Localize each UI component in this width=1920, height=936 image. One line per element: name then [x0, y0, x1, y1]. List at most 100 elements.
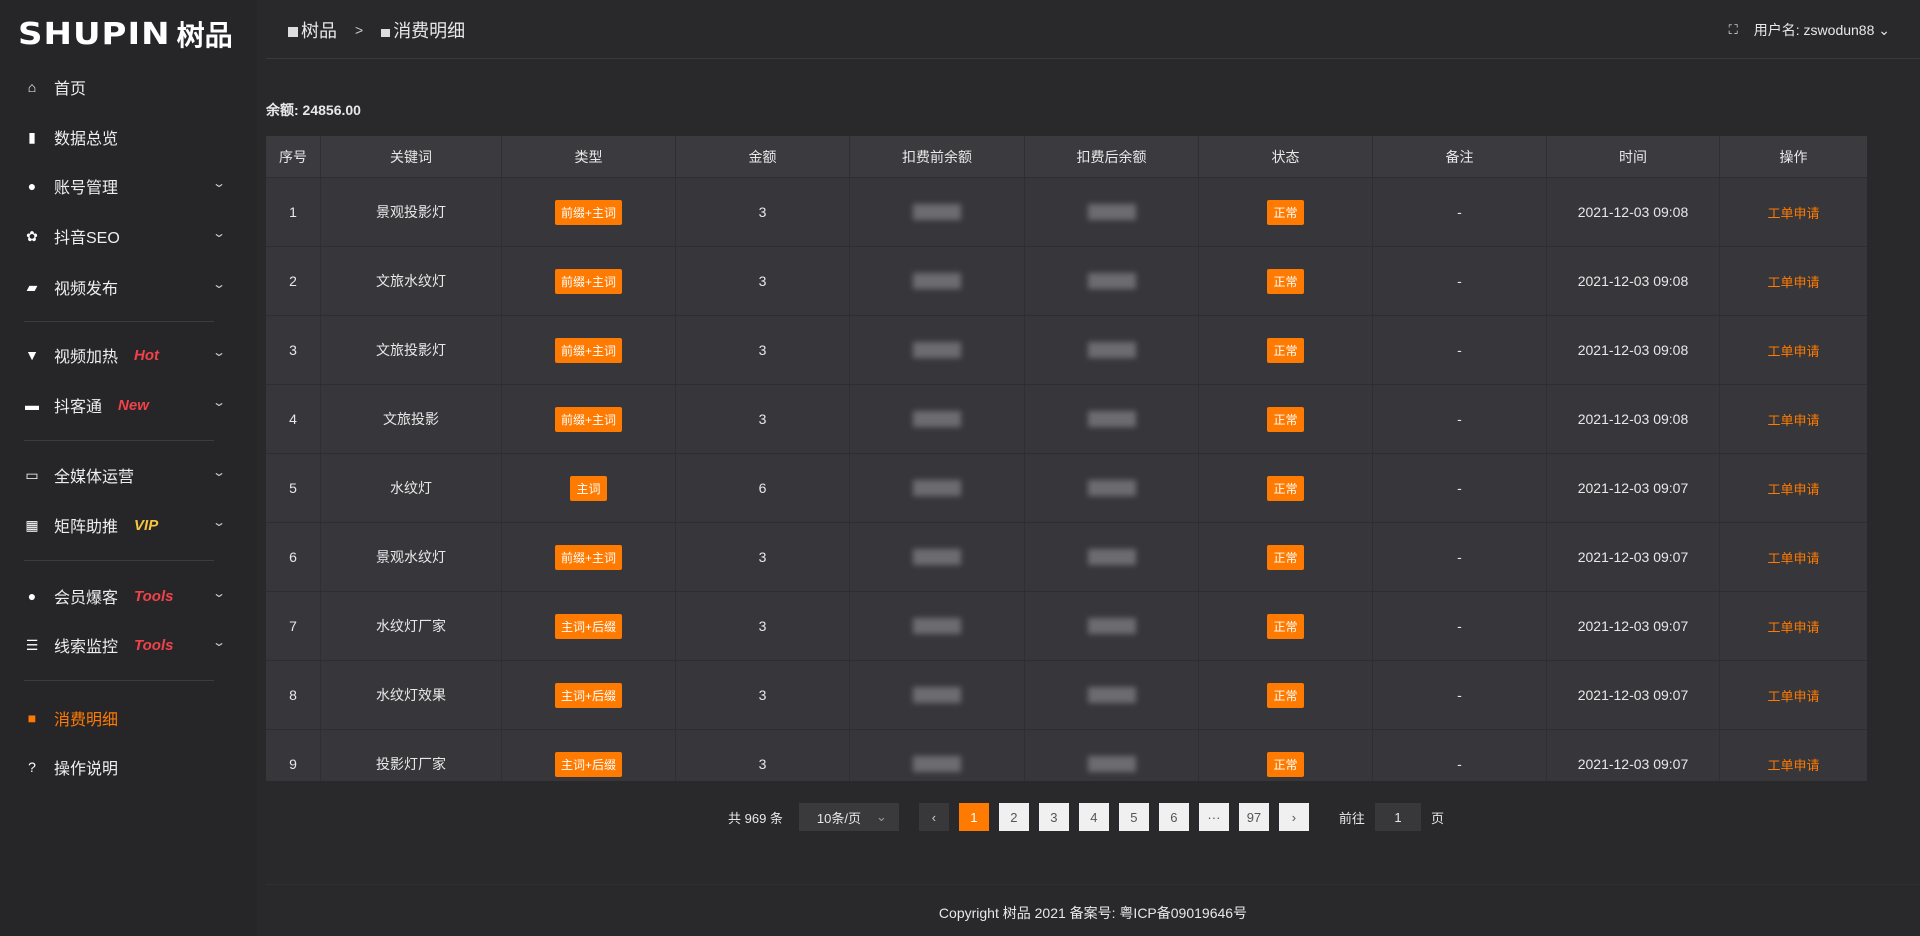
- sidebar-item[interactable]: ■ 消费明细: [24, 700, 224, 736]
- sidebar-item[interactable]: ☰ 线索监控 Tools ⌄: [24, 627, 227, 663]
- time: 2021-12-03 09:07: [1547, 730, 1720, 781]
- chevron-down-icon[interactable]: ⌄: [211, 277, 227, 291]
- action-cell: 工单申请: [1720, 454, 1867, 522]
- fullscreen-icon[interactable]: ⛶: [1728, 22, 1738, 37]
- chevron-down-icon[interactable]: ⌄: [211, 176, 227, 190]
- sidebar: SHUPIN 树品 ⌂ 首页 ▮ 数据总览 ● 账号管理 ⌄ ✿ 抖音SEO ⌄ ▰ 视频发布 ⌄ ▼ 视频…: [0, 0, 257, 936]
- keyword: 文旅投影灯: [321, 316, 502, 384]
- note: -: [1373, 523, 1547, 591]
- sliders-icon: ☰: [25, 636, 39, 653]
- chevron-down-icon[interactable]: ⌄: [211, 465, 227, 479]
- chat-icon: ▬: [25, 397, 39, 413]
- amount: 3: [676, 592, 850, 660]
- chevron-down-icon[interactable]: ⌄: [211, 395, 227, 409]
- row-number: 1: [266, 178, 321, 246]
- logo[interactable]: SHUPIN 树品: [18, 14, 233, 54]
- sidebar-item[interactable]: ? 操作说明: [24, 749, 224, 785]
- balance-after: [1025, 178, 1199, 246]
- sidebar-item[interactable]: ● 账号管理 ⌄: [24, 168, 227, 204]
- chevron-down-icon[interactable]: ⌄: [211, 635, 227, 649]
- table-row: 1 景观投影灯 前缀+主词 3 正常 - 2021-12-03 09:08 工单…: [266, 178, 1867, 247]
- sidebar-item[interactable]: ▭ 全媒体运营 ⌄: [24, 457, 227, 493]
- pagination: 共 969 条 10条/页 ⌄ ‹ 1 2 3 4 5 6 ··· 97 › 前往 1 页: [728, 803, 1444, 831]
- sidebar-item-label: 消费明细: [54, 712, 119, 729]
- amount: 3: [676, 178, 850, 246]
- sidebar-item[interactable]: ▰ 视频发布 ⌄: [24, 269, 227, 305]
- type-cell: 主词+后缀: [502, 661, 676, 729]
- divider: [24, 440, 214, 441]
- ticket-apply-link[interactable]: 工单申请: [1767, 757, 1820, 773]
- sidebar-item[interactable]: ▼ 视频加热 Hot ⌄: [24, 337, 227, 373]
- action-cell: 工单申请: [1720, 592, 1867, 660]
- row-number: 8: [266, 661, 321, 729]
- prev-page-button[interactable]: ‹: [918, 803, 949, 831]
- keyword: 水纹灯效果: [321, 661, 502, 729]
- table-row: 7 水纹灯厂家 主词+后缀 3 正常 - 2021-12-03 09:07 工单…: [266, 592, 1867, 661]
- breadcrumb-home[interactable]: 树品: [288, 17, 337, 43]
- ticket-apply-link[interactable]: 工单申请: [1767, 343, 1820, 359]
- video-icon: ▰: [26, 278, 38, 295]
- chevron-down-icon[interactable]: ⌄: [211, 345, 227, 359]
- amount: 3: [676, 661, 850, 729]
- status-cell: 正常: [1199, 385, 1373, 453]
- page-button[interactable]: ···: [1198, 803, 1229, 831]
- note: -: [1373, 592, 1547, 660]
- redacted-value: [913, 204, 961, 220]
- top-header: 树品 > 消费明细 ⛶ 用户名: zswodun88 ⌄: [266, 0, 1920, 59]
- redacted-value: [1087, 549, 1136, 565]
- sidebar-item[interactable]: ● 会员爆客 Tools ⌄: [24, 578, 227, 614]
- time: 2021-12-03 09:08: [1547, 178, 1720, 246]
- brush-icon: ▼: [25, 347, 39, 363]
- ticket-apply-link[interactable]: 工单申请: [1767, 481, 1820, 497]
- action-cell: 工单申请: [1720, 661, 1867, 729]
- type-badge: 主词+后缀: [554, 751, 622, 777]
- breadcrumb-current: 消费明细: [381, 17, 465, 43]
- help-icon: ?: [28, 759, 36, 775]
- sidebar-item-tag: New: [118, 396, 149, 414]
- goto-page-input[interactable]: 1: [1374, 803, 1421, 831]
- redacted-value: [913, 411, 961, 427]
- redacted-value: [913, 687, 961, 703]
- ticket-apply-link[interactable]: 工单申请: [1767, 619, 1820, 635]
- type-cell: 前缀+主词: [502, 316, 676, 384]
- page-button[interactable]: 1: [958, 803, 989, 831]
- status-badge: 正常: [1267, 544, 1304, 570]
- column-header: 操作: [1779, 148, 1808, 165]
- type-badge: 前缀+主词: [554, 337, 622, 363]
- wallet-icon: ■: [27, 710, 37, 726]
- keyword: 水纹灯: [321, 454, 502, 522]
- sidebar-item[interactable]: ▮ 数据总览: [24, 119, 224, 155]
- balance-before: [850, 385, 1025, 453]
- sidebar-item[interactable]: ⌂ 首页: [24, 69, 224, 105]
- ticket-apply-link[interactable]: 工单申请: [1767, 274, 1820, 290]
- page-button[interactable]: 4: [1078, 803, 1109, 831]
- type-cell: 主词+后缀: [502, 592, 676, 660]
- ticket-apply-link[interactable]: 工单申请: [1767, 412, 1820, 428]
- chevron-down-icon[interactable]: ⌄: [211, 226, 227, 240]
- type-cell: 前缀+主词: [502, 178, 676, 246]
- sidebar-item[interactable]: ✿ 抖音SEO ⌄: [24, 218, 227, 254]
- ticket-apply-link[interactable]: 工单申请: [1767, 205, 1820, 221]
- type-badge: 前缀+主词: [554, 406, 622, 432]
- chevron-down-icon[interactable]: ⌄: [211, 515, 227, 529]
- user-menu[interactable]: 用户名: zswodun88 ⌄: [1754, 20, 1890, 40]
- next-page-button[interactable]: ›: [1278, 803, 1309, 831]
- time: 2021-12-03 09:08: [1547, 247, 1720, 315]
- balance-after: [1025, 454, 1199, 522]
- note: -: [1373, 247, 1547, 315]
- page-button[interactable]: 97: [1238, 803, 1269, 831]
- page-button[interactable]: 5: [1118, 803, 1149, 831]
- sidebar-item[interactable]: ▬ 抖客通 New ⌄: [24, 387, 227, 423]
- page-button[interactable]: 2: [998, 803, 1029, 831]
- table-row: 8 水纹灯效果 主词+后缀 3 正常 - 2021-12-03 09:07 工单…: [266, 661, 1867, 730]
- ticket-apply-link[interactable]: 工单申请: [1767, 550, 1820, 566]
- chevron-down-icon[interactable]: ⌄: [211, 586, 227, 600]
- page-button[interactable]: 6: [1158, 803, 1189, 831]
- ticket-apply-link[interactable]: 工单申请: [1767, 688, 1820, 704]
- column-header: 金额: [676, 136, 850, 177]
- page-button[interactable]: 3: [1038, 803, 1069, 831]
- sidebar-item[interactable]: ▦ 矩阵助推 VIP ⌄: [24, 507, 227, 543]
- column-header: 状态: [1199, 136, 1373, 177]
- page-size-select[interactable]: 10条/页 ⌄: [798, 803, 899, 831]
- status-cell: 正常: [1199, 730, 1373, 781]
